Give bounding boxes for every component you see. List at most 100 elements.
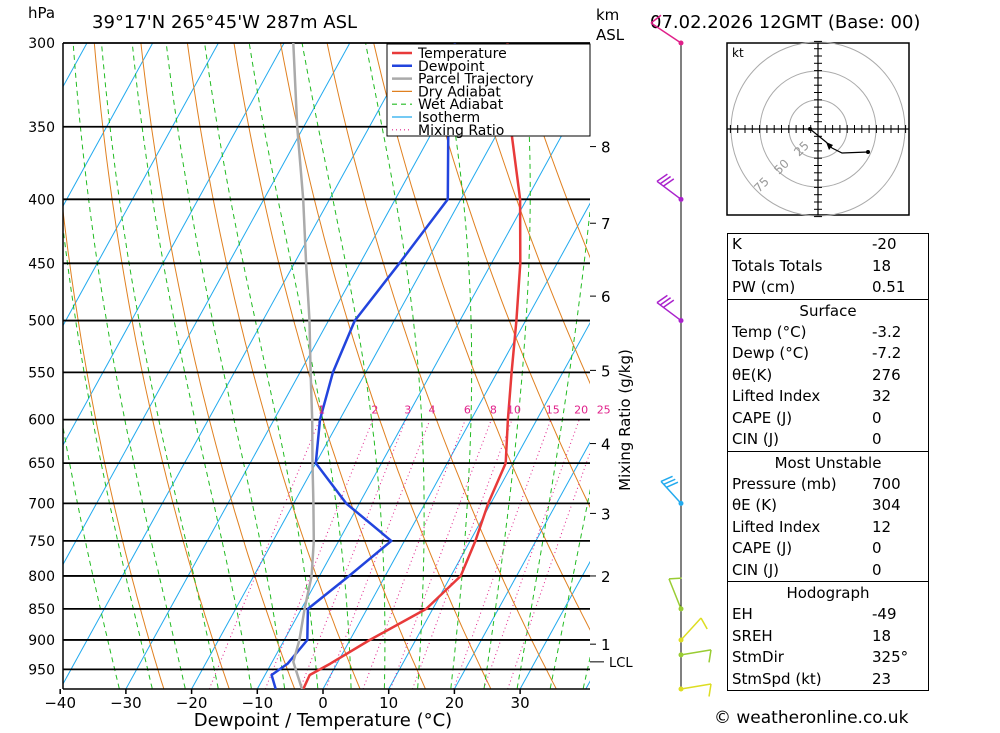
hodograph-section-title: Hodograph — [728, 581, 928, 604]
wet-adiabat-line — [365, 43, 425, 689]
index-row: Pressure (mb) 700 — [728, 474, 928, 496]
wet-adiabat-line — [483, 43, 531, 689]
isotherm-line — [519, 560, 590, 689]
hodograph-trace — [809, 128, 869, 154]
dry-adiabat-line — [419, 43, 590, 509]
dry-adiabat-line — [466, 43, 590, 385]
index-label: Temp (°C) — [732, 322, 807, 341]
x-tick-label: 10 — [379, 694, 398, 712]
index-label: CAPE (J) — [732, 539, 793, 557]
x-tick-label: 30 — [511, 694, 530, 712]
mixing-ratio-label: 25 — [597, 404, 611, 417]
dry-adiabat-line — [979, 43, 1000, 692]
index-label: StmSpd (kt) — [732, 669, 822, 688]
index-label: CAPE (J) — [732, 408, 793, 427]
km-tick-label: 4 — [601, 436, 611, 454]
legend-label: Dry Adiabat — [418, 84, 501, 100]
mixing-ratio-label: 8 — [490, 404, 497, 417]
index-label: θE (K) — [732, 496, 777, 514]
index-row: Lifted Index 12 — [728, 517, 928, 539]
wind-barb — [678, 617, 708, 643]
km-unit-label: km — [596, 6, 619, 24]
wind-barb — [678, 683, 712, 697]
isotherm-line — [256, 83, 590, 689]
km-tick-label: 7 — [601, 215, 611, 233]
index-row: SREH 18 — [728, 626, 928, 648]
index-label: EH — [732, 605, 753, 623]
dry-adiabat-line — [512, 43, 590, 259]
pressure-tick-label: 500 — [28, 314, 55, 330]
pressure-tick-label: 700 — [28, 496, 55, 512]
mixing-ratio-label: 1 — [318, 404, 325, 417]
datetime-title: 07.02.2026 12GMT (Base: 00) — [650, 12, 920, 33]
index-label: Lifted Index — [732, 387, 821, 405]
dry-adiabat-line — [280, 43, 492, 689]
isotherm-line — [63, 43, 154, 208]
mixing-ratio-label: 10 — [507, 404, 521, 417]
index-row: Dewp (°C) -7.2 — [728, 343, 928, 365]
mixing-ratio-label: 4 — [429, 404, 436, 417]
km-tick-label: 1 — [601, 636, 611, 654]
index-value: 32 — [872, 387, 892, 405]
index-row: θE(K) 276 — [728, 365, 928, 387]
series-line-dewpoint — [270, 43, 457, 689]
isotherm-line — [453, 441, 590, 689]
mixing-ratio-line — [483, 419, 580, 689]
index-label: CIN (J) — [732, 560, 780, 579]
index-row: Temp (°C) -3.2 — [728, 322, 928, 344]
copyright-text: © weatheronline.co.uk — [714, 708, 909, 728]
index-value: 325° — [872, 648, 909, 666]
index-value: 304 — [872, 496, 901, 514]
index-value: 0 — [872, 408, 882, 427]
dry-adiabat-line — [932, 43, 1000, 692]
mixing-ratio-line — [507, 451, 590, 689]
pressure-tick-label: 350 — [28, 120, 55, 136]
mixing-ratio-line — [390, 419, 492, 689]
pressure-tick-label: 750 — [28, 534, 55, 550]
wind-barb — [650, 14, 684, 46]
pressure-levels: 300 350 400 450 500 550 600 650 700 750 800 850 900 9… — [28, 36, 590, 690]
pressure-tick-label: 850 — [28, 602, 55, 618]
isotherm-line — [322, 202, 590, 689]
wind-barb — [668, 577, 684, 612]
dry-adiabat-line — [233, 43, 426, 689]
index-label: CIN (J) — [732, 430, 780, 448]
index-row: StmSpd (kt) 23 — [728, 669, 928, 691]
mixing-ratio-label: 20 — [574, 404, 588, 417]
profile-series — [270, 43, 522, 689]
pressure-tick-label: 450 — [28, 256, 55, 272]
index-row: CIN (J) 0 — [728, 560, 928, 582]
index-value: 23 — [872, 669, 892, 688]
dry-adiabat-line — [93, 43, 230, 689]
pressure-tick-label: 650 — [28, 456, 55, 472]
hodograph-unit-label: kt — [732, 46, 744, 60]
isotherm-line — [63, 43, 219, 327]
index-value: 276 — [872, 365, 901, 384]
dry-adiabat-line — [373, 43, 590, 631]
lcl-label: LCL — [609, 656, 633, 671]
index-row: Totals Totals 18 — [728, 256, 928, 278]
index-value: 0 — [872, 539, 882, 557]
isotherm-line — [63, 43, 351, 566]
series-line-parcel-trajectory — [292, 43, 316, 689]
isotherm-line — [388, 321, 590, 689]
dry-adiabat-line — [140, 43, 296, 689]
index-label: Pressure (mb) — [732, 474, 837, 493]
x-axis: −40 −30 −20 −10 0 10 20 30 — [44, 689, 530, 712]
x-tick-label: −30 — [110, 694, 142, 712]
index-value: -7.2 — [872, 344, 902, 362]
mixing-ratio-label: 15 — [546, 404, 560, 417]
index-row: Lifted Index 32 — [728, 386, 928, 408]
wind-barb — [678, 649, 712, 663]
pressure-tick-label: 400 — [28, 192, 55, 208]
series-line-temperature — [302, 43, 522, 689]
index-row: θE (K) 304 — [728, 495, 928, 517]
index-label: Dewp (°C) — [732, 344, 810, 362]
pressure-tick-label: 600 — [28, 413, 55, 429]
km-tick-label: 6 — [601, 288, 611, 306]
index-label: Lifted Index — [732, 517, 821, 536]
index-value: 12 — [872, 517, 892, 536]
